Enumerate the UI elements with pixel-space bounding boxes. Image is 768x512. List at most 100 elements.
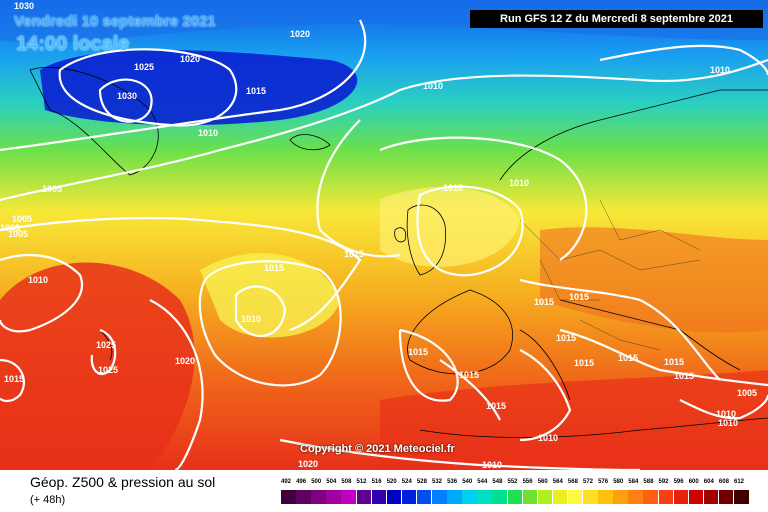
scale-label: 608	[718, 479, 729, 485]
isobar-label: 1005	[42, 184, 62, 194]
scale-label: 556	[522, 479, 533, 485]
scale-label: 532	[432, 479, 443, 485]
scale-label: 580	[613, 479, 624, 485]
scale-swatch	[462, 490, 477, 504]
isobar-label: 1010	[718, 418, 738, 428]
scale-label: 560	[537, 479, 548, 485]
scale-swatch	[477, 490, 492, 504]
isobar-label: 1015	[344, 249, 364, 259]
scale-label: 604	[703, 479, 714, 485]
isobar-label: 1015	[246, 86, 266, 96]
scale-label: 492	[281, 479, 292, 485]
scale-label: 576	[598, 479, 609, 485]
scale-label: 516	[371, 479, 382, 485]
isobar-label: 1015	[459, 370, 479, 380]
copyright-notice: Copyright © 2021 Meteociel.fr	[300, 443, 455, 455]
scale-swatch	[311, 490, 326, 504]
isobar-label: 1010	[538, 433, 558, 443]
isobar-label: 1030	[14, 1, 34, 11]
british-isles-high	[380, 186, 520, 267]
scale-label: 572	[583, 479, 594, 485]
isobar-label: 1010	[710, 65, 730, 75]
scale-label: 552	[507, 479, 518, 485]
scale-swatch	[567, 490, 583, 504]
scale-swatch	[552, 490, 568, 504]
isobar-label: 1010	[482, 460, 502, 470]
isobar-label: 1005	[0, 223, 20, 233]
borders	[519, 199, 701, 351]
scale-swatch	[281, 490, 296, 504]
atlantic-warm-area	[0, 262, 195, 470]
scale-swatch	[492, 490, 507, 504]
isobar-label: 1010	[198, 128, 218, 138]
scale-label: 500	[311, 479, 322, 485]
lead-time: (+ 48h)	[30, 494, 66, 506]
isobar-label: 1020	[180, 54, 200, 64]
map-canvas: 1030 1020 1025 1020 1030 1015 1010 1010 …	[0, 0, 768, 470]
scale-label: 524	[401, 479, 412, 485]
isobar-label: 1030	[117, 91, 137, 101]
isobar-label: 1020	[175, 356, 195, 366]
isobar-label: 1020	[290, 29, 310, 39]
scale-label: 512	[356, 479, 367, 485]
forecast-map: 1030 1020 1025 1020 1030 1015 1010 1010 …	[0, 0, 768, 470]
isobar-label: 1025	[98, 365, 118, 375]
scale-label: 508	[341, 479, 352, 485]
scale-label: 496	[296, 479, 307, 485]
scale-swatch	[643, 490, 658, 504]
scale-label: 504	[326, 479, 337, 485]
scale-swatch	[401, 490, 417, 504]
scale-swatch	[703, 490, 719, 504]
scale-label: 544	[477, 479, 488, 485]
isobar-label: 1010	[241, 314, 261, 324]
scale-swatch	[341, 490, 356, 504]
scale-label: 564	[552, 479, 563, 485]
isobar-label: 1010	[443, 183, 463, 193]
scale-swatch	[507, 490, 523, 504]
scale-swatch	[688, 490, 704, 504]
scale-swatch	[447, 490, 462, 504]
scale-swatch	[432, 490, 447, 504]
isobar-label: 1005	[8, 229, 28, 239]
isobar-label: 1015	[4, 374, 24, 384]
isobar-label: 1015	[534, 297, 554, 307]
isobar-label: 1015	[556, 333, 576, 343]
low-geopotential-area	[40, 50, 358, 126]
isobar-label: 1005	[737, 388, 757, 398]
isobar-label: 1010	[423, 81, 443, 91]
isobar-label: 1015	[408, 347, 428, 357]
isobar-label: 1010	[28, 275, 48, 285]
isobar-label: 1005	[12, 214, 32, 224]
scale-label: 548	[492, 479, 503, 485]
isobar-label: 1010	[509, 178, 529, 188]
isobar-label: 1015	[674, 371, 694, 381]
isobars	[0, 19, 768, 470]
scale-swatch	[326, 490, 341, 504]
scale-label: 584	[628, 479, 639, 485]
valid-date: Vendredi 10 septembre 2021	[14, 13, 216, 30]
scale-swatch	[371, 490, 387, 504]
scale-label: 568	[567, 479, 578, 485]
scale-label: 520	[386, 479, 397, 485]
scale-swatch	[356, 490, 372, 504]
isobar-label: 1025	[134, 62, 154, 72]
scale-swatch	[613, 490, 628, 504]
scale-label: 536	[447, 479, 458, 485]
isobar-label: 1015	[264, 263, 284, 273]
scale-label: 592	[658, 479, 669, 485]
scale-swatch	[522, 490, 538, 504]
coastlines	[29, 67, 768, 438]
isobar-label: 1015	[569, 292, 589, 302]
eastern-warm-area	[540, 227, 768, 333]
scale-swatch	[583, 490, 598, 504]
scale-label: 528	[416, 479, 427, 485]
scale-label: 596	[673, 479, 684, 485]
scale-swatch	[658, 490, 674, 504]
isobar-labels: 1030 1020 1025 1020 1030 1015 1010 1010 …	[0, 1, 757, 470]
scale-swatch	[416, 490, 432, 504]
isobar-label: 1025	[96, 340, 116, 350]
scale-swatch	[734, 490, 749, 504]
scale-label: 600	[688, 479, 699, 485]
isobar-label: 1015	[574, 358, 594, 368]
scale-swatch	[673, 490, 689, 504]
